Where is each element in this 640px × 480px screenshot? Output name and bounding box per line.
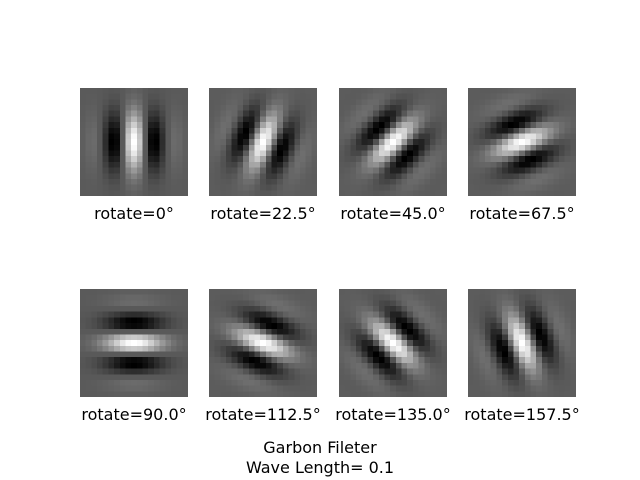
filter-image <box>209 289 317 397</box>
filter-image <box>209 88 317 196</box>
panel-title: rotate=112.5° <box>205 405 321 424</box>
filter-panel: rotate=90.0° <box>80 289 188 424</box>
filter-panel: rotate=157.5° <box>464 289 580 424</box>
filter-panel: rotate=0° <box>80 88 188 223</box>
panel-title: rotate=22.5° <box>210 204 316 223</box>
figure-title: Garbon Fileter <box>263 438 377 457</box>
filter-image <box>339 88 447 196</box>
filter-image <box>339 289 447 397</box>
filter-image <box>468 289 576 397</box>
filter-panel: rotate=45.0° <box>339 88 447 223</box>
panel-title: rotate=67.5° <box>469 204 575 223</box>
filter-panel: rotate=67.5° <box>468 88 576 223</box>
filter-panel: rotate=22.5° <box>209 88 317 223</box>
panel-title: rotate=0° <box>94 204 174 223</box>
panel-title: rotate=45.0° <box>340 204 446 223</box>
panel-title: rotate=157.5° <box>464 405 580 424</box>
filter-image <box>80 289 188 397</box>
panel-title: rotate=135.0° <box>335 405 451 424</box>
figure-subtitle: Wave Length= 0.1 <box>245 458 395 477</box>
filter-panel: rotate=112.5° <box>205 289 321 424</box>
filter-image <box>80 88 188 196</box>
panel-title: rotate=90.0° <box>81 405 187 424</box>
filter-panel: rotate=135.0° <box>335 289 451 424</box>
filter-image <box>468 88 576 196</box>
